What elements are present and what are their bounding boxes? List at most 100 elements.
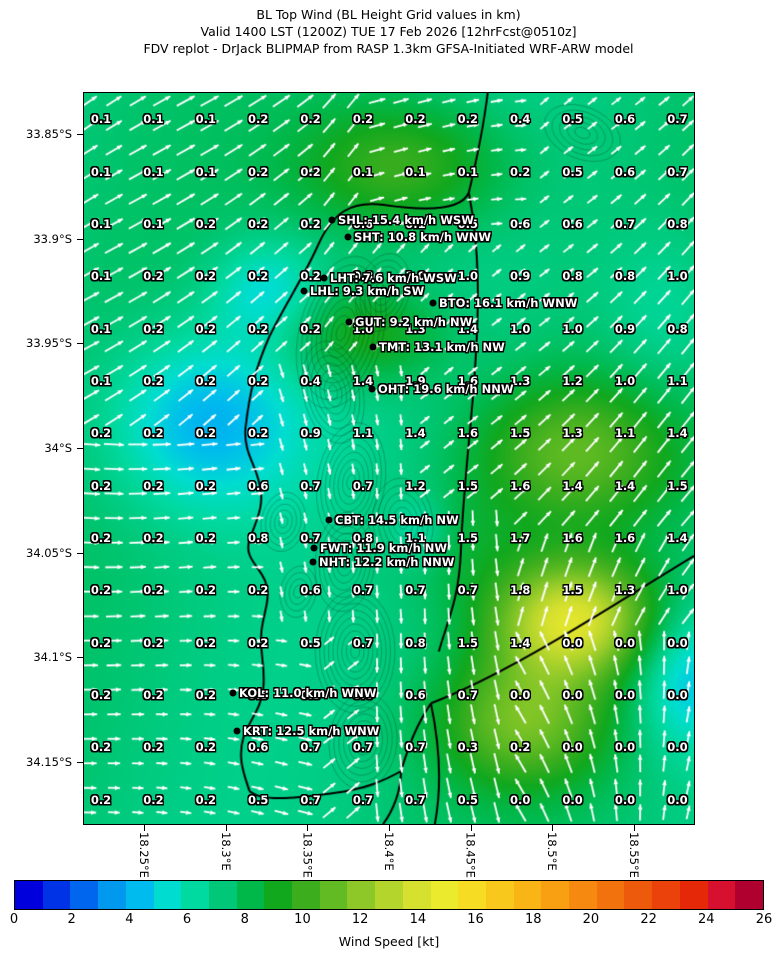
colorbar-tick: 8 [240, 912, 249, 927]
grid-value-label: 0.1 [405, 216, 426, 231]
grid-value-label: 0.5 [300, 688, 321, 703]
grid-value-label: 0.2 [300, 269, 321, 284]
colorbar-segment [181, 881, 209, 909]
grid-value-label: 1.5 [457, 478, 478, 493]
colorbar-segment [375, 881, 403, 909]
grid-value-label: 0.0 [510, 688, 531, 703]
grid-value-label: 0.7 [667, 112, 688, 127]
station-marker-sht[interactable] [344, 233, 352, 241]
grid-value-label: 0.2 [90, 740, 112, 755]
station-marker-lhl[interactable] [300, 287, 308, 295]
grid-value-label: 0.2 [457, 112, 478, 127]
grid-value-label: 0.2 [195, 373, 216, 388]
station-marker-bto[interactable] [429, 299, 437, 307]
grid-value-label: 0.6 [248, 478, 269, 493]
x-tick-label: 18.5°E [545, 832, 560, 871]
grid-value-label: 0.2 [248, 269, 269, 284]
grid-value-label: 0.6 [562, 216, 583, 231]
colorbar-segment [707, 881, 736, 909]
grid-value-label: 1.5 [667, 478, 688, 493]
grid-value-label: 0.7 [352, 740, 374, 755]
grid-value-label: 0.8 [248, 531, 269, 546]
grid-value-label: 0.2 [248, 321, 269, 336]
grid-value-label: 0.3 [457, 740, 478, 755]
grid-value-label: 1.4 [667, 426, 688, 441]
grid-value-label: 0.2 [90, 478, 112, 493]
station-marker-kol[interactable] [229, 689, 237, 697]
grid-value-label: 0.0 [667, 635, 688, 650]
grid-value-label: 0.2 [143, 792, 164, 807]
station-marker-krt[interactable] [233, 727, 241, 735]
map-plot-area[interactable]: 0.1 0.1 0.1 0.2 0.2 0.2 0.2 0.2 0.4 0.5 0.6 0.7 0.1 0… [83, 92, 695, 825]
grid-value-label: 0.2 [300, 112, 321, 127]
grid-value-label: 0.7 [614, 216, 636, 231]
grid-value-label: 0.1 [195, 112, 216, 127]
colorbar-segment [624, 881, 653, 909]
grid-value-label: 0.1 [143, 112, 164, 127]
grid-value-label: 0.2 [300, 164, 321, 179]
grid-value-label: 0.0 [614, 635, 636, 650]
x-tick-label: 18.4°E [382, 832, 396, 871]
grid-value-label: 0.9 [614, 321, 636, 336]
grid-value-label: 1.5 [510, 426, 531, 441]
station-marker-fwt[interactable] [310, 544, 318, 552]
grid-value-label: 0.7 [667, 164, 688, 179]
title-line-2: Valid 1400 LST (1200Z) TUE 17 Feb 2026 [… [200, 24, 577, 39]
grid-value-label: 0.7 [352, 478, 374, 493]
colorbar-tick-labels: 0 2 4 6 8 10 12 14 16 18 20 22 24 26 [10, 910, 772, 930]
grid-value-label: 0.2 [143, 373, 164, 388]
grid-value-label: 0.1 [195, 164, 216, 179]
grid-value-label: 0.2 [195, 740, 216, 755]
station-marker-cbt[interactable] [325, 516, 333, 524]
y-tick-label: 33.9°S [33, 231, 72, 246]
station-label-nht: NHT: 12.2 km/h NNW [319, 555, 455, 569]
grid-value-label: 1.3 [510, 373, 531, 388]
grid-value-label: 0.2 [90, 688, 112, 703]
grid-value-label: 1.4 [510, 635, 531, 650]
colorbar-segment [208, 881, 237, 909]
grid-value-label: 0.2 [248, 164, 269, 179]
grid-value-label: 0.7 [352, 583, 374, 598]
station-marker-oht[interactable] [368, 385, 376, 393]
grid-value-label: 0.8 [405, 635, 426, 650]
colorbar-tick: 16 [467, 912, 484, 927]
grid-value-label: 0.5 [457, 216, 478, 231]
x-tick-label: 18.25°E [137, 832, 152, 878]
y-tick-mark [77, 762, 83, 764]
y-tick-label: 34.1°S [33, 650, 72, 665]
grid-value-label: 0.9 [300, 426, 321, 441]
grid-value-label: 1.6 [562, 531, 583, 546]
grid-value-label: 1.6 [510, 478, 531, 493]
grid-value-label: 1.8 [510, 583, 531, 598]
colorbar-segment [264, 881, 293, 909]
station-label-shl: SHL: 15.4 km/h WSW [338, 213, 474, 227]
y-tick-mark [77, 657, 83, 659]
x-tick-label: 18.3°E [218, 832, 233, 871]
grid-value-label: 0.2 [143, 321, 164, 336]
x-tick-label: 18.45°E [463, 832, 478, 878]
grid-value-label: 0.2 [248, 112, 269, 127]
x-tick-mark [470, 825, 472, 831]
grid-value-label: 0.2 [510, 740, 531, 755]
colorbar-segment [541, 881, 570, 909]
colorbar-tick: 2 [67, 912, 76, 927]
colorbar-segment [402, 881, 431, 909]
colorbar-segment [98, 881, 126, 909]
grid-value-label: 0.7 [300, 531, 321, 546]
grid-value-label: 1.5 [457, 531, 478, 546]
colorbar-segment [679, 881, 708, 909]
grid-value-label: 1.0 [405, 269, 426, 284]
station-marker-shl[interactable] [328, 216, 336, 224]
station-marker-nht[interactable] [309, 558, 317, 566]
station-marker-gut[interactable] [345, 318, 353, 326]
grid-value-label: 1.9 [405, 373, 426, 388]
station-marker-tmt[interactable] [369, 343, 377, 351]
grid-value-label: 0.1 [405, 164, 426, 179]
grid-value-label: 1.5 [562, 583, 583, 598]
colorbar-segment [70, 881, 99, 909]
grid-value-label: 0.2 [195, 792, 216, 807]
grid-value-label: 1.1 [352, 426, 374, 441]
x-tick-mark [144, 825, 146, 831]
station-label-bto: BTO: 16.1 km/h WNW [439, 296, 578, 310]
station-marker-lht[interactable] [320, 274, 328, 282]
